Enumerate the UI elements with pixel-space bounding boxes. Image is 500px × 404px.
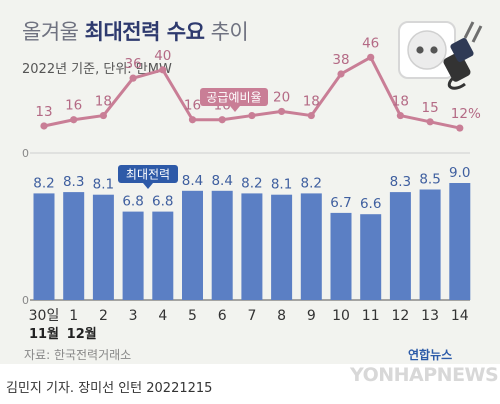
reserve-point xyxy=(426,118,434,126)
reserve-point xyxy=(248,111,256,120)
bar-zero-label: 0 xyxy=(22,294,29,307)
reserve-value-label: 13 xyxy=(35,104,52,120)
peak-demand-value-label: 8.4 xyxy=(182,173,203,189)
peak-demand-bar xyxy=(330,212,352,300)
reserve-value-label: 12% xyxy=(451,106,481,122)
power-outlet-and-plug-icon xyxy=(398,21,483,90)
reserve-point xyxy=(129,74,137,82)
reserve-series-pill xyxy=(200,88,268,106)
peak-demand-value-label: 6.8 xyxy=(152,194,173,210)
reserve-point xyxy=(159,66,167,74)
peak-demand-bar xyxy=(211,190,233,300)
reserve-point xyxy=(40,122,48,130)
x-tick-label: 1 xyxy=(69,308,78,324)
x-tick-label: 2 xyxy=(99,308,108,324)
x-tick-label: 3 xyxy=(129,308,138,324)
peak-demand-bar xyxy=(92,194,114,300)
title-light: 올겨울 xyxy=(22,20,79,44)
reserve-value-label: 20 xyxy=(273,89,290,105)
agency-logo: 연합뉴스 xyxy=(408,348,453,362)
peak-demand-value-label: 8.1 xyxy=(271,177,292,193)
peak-demand-value-label: 8.2 xyxy=(33,175,54,191)
month-label-november: 11월 xyxy=(29,326,59,342)
reserve-value-label: 18 xyxy=(95,94,112,110)
byline: 김민지 기자. 장미선 인턴 20221215 xyxy=(6,381,213,396)
footer-band xyxy=(0,364,500,404)
reserve-value-label: 16 xyxy=(184,98,201,114)
reserve-point xyxy=(367,53,375,61)
month-label-december: 12월 xyxy=(67,326,97,342)
reserve-zero-label: 0 xyxy=(22,147,29,160)
reserve-value-label: 18 xyxy=(303,94,320,110)
peak-demand-bar xyxy=(33,193,55,300)
source-note: 자료: 한국전력거래소 xyxy=(24,348,132,362)
peak-demand-bar xyxy=(360,214,382,300)
peak-demand-bar xyxy=(300,193,322,300)
reserve-value-label: 40 xyxy=(154,48,171,64)
peak-series-pill xyxy=(118,165,178,183)
reserve-ratio-layer: 0131618364016161820183846181512%공급예비율 xyxy=(22,35,481,160)
agency-watermark: YONHAPNEWS xyxy=(350,364,499,386)
x-tick-label: 7 xyxy=(247,308,256,324)
x-tick-label: 11 xyxy=(362,308,380,324)
peak-demand-value-label: 6.6 xyxy=(360,196,381,212)
peak-series-pill-pointer xyxy=(143,183,153,189)
x-tick-label: 5 xyxy=(188,308,197,324)
x-tick-label: 8 xyxy=(277,308,286,324)
x-tick-label: 13 xyxy=(421,308,439,324)
x-tick-label: 10 xyxy=(332,308,350,324)
peak-demand-layer: 0 8.2 8.3 8.1 6.8 6.8 8.4 8.4 8.2 8.1 8.2 6.7 6.6 8.3… xyxy=(22,165,471,307)
reserve-value-label: 16 xyxy=(65,98,82,114)
x-tick-label: 14 xyxy=(451,308,469,324)
peak-demand-bar xyxy=(63,192,85,300)
reserve-point xyxy=(188,116,197,124)
x-tick-label: 9 xyxy=(307,308,316,324)
title-tail: 추이 xyxy=(210,20,249,44)
reserve-point xyxy=(307,111,315,120)
peak-demand-value-label: 8.3 xyxy=(390,174,411,190)
reserve-point xyxy=(278,107,286,116)
peak-demand-value-label: 6.8 xyxy=(122,194,143,210)
peak-demand-bar xyxy=(182,190,203,300)
reserve-point xyxy=(456,124,464,132)
peak-demand-bar xyxy=(389,192,411,300)
peak-demand-value-label: 8.2 xyxy=(301,175,322,191)
peak-demand-value-label: 8.2 xyxy=(241,175,262,191)
peak-demand-bar xyxy=(419,189,441,300)
reserve-value-label: 18 xyxy=(392,94,409,110)
x-tick-label: 12 xyxy=(391,308,409,324)
peak-demand-bar xyxy=(241,193,263,300)
chart-title: 올겨울 최대전력 수요 추이 xyxy=(22,16,249,46)
peak-demand-value-label: 8.5 xyxy=(419,172,440,188)
x-tick-label: 4 xyxy=(158,308,167,324)
reserve-point xyxy=(218,116,226,124)
reserve-point xyxy=(337,70,345,78)
reserve-value-label: 38 xyxy=(332,52,349,68)
peak-series-name: 최대전력 xyxy=(126,168,170,182)
chart-subtitle: 2022년 기준, 단위: 만MW xyxy=(22,62,172,77)
peak-demand-value-label: 9.0 xyxy=(449,165,470,181)
peak-demand-bar xyxy=(122,211,144,300)
reserve-value-label: 46 xyxy=(362,35,379,51)
reserve-value-label: 36 xyxy=(125,56,142,72)
peak-demand-value-label: 6.7 xyxy=(330,195,351,211)
reserve-point xyxy=(396,111,404,120)
x-tick-label: 30일 xyxy=(29,308,60,324)
reserve-series-pill-pointer xyxy=(230,106,240,112)
reserve-series-name: 공급예비율 xyxy=(206,91,261,105)
peak-demand-value-label: 8.1 xyxy=(93,177,114,193)
peak-demand-value-label: 8.4 xyxy=(211,173,232,189)
peak-demand-bar xyxy=(152,211,174,300)
peak-demand-bar xyxy=(449,183,471,300)
reserve-value-label: 15 xyxy=(422,100,439,116)
peak-demand-value-label: 8.3 xyxy=(63,174,84,190)
x-tick-label: 6 xyxy=(218,308,227,324)
reserve-point xyxy=(70,116,78,124)
peak-demand-bar xyxy=(271,194,293,300)
title-bold: 최대전력 수요 xyxy=(84,20,205,44)
reserve-point xyxy=(99,111,107,120)
